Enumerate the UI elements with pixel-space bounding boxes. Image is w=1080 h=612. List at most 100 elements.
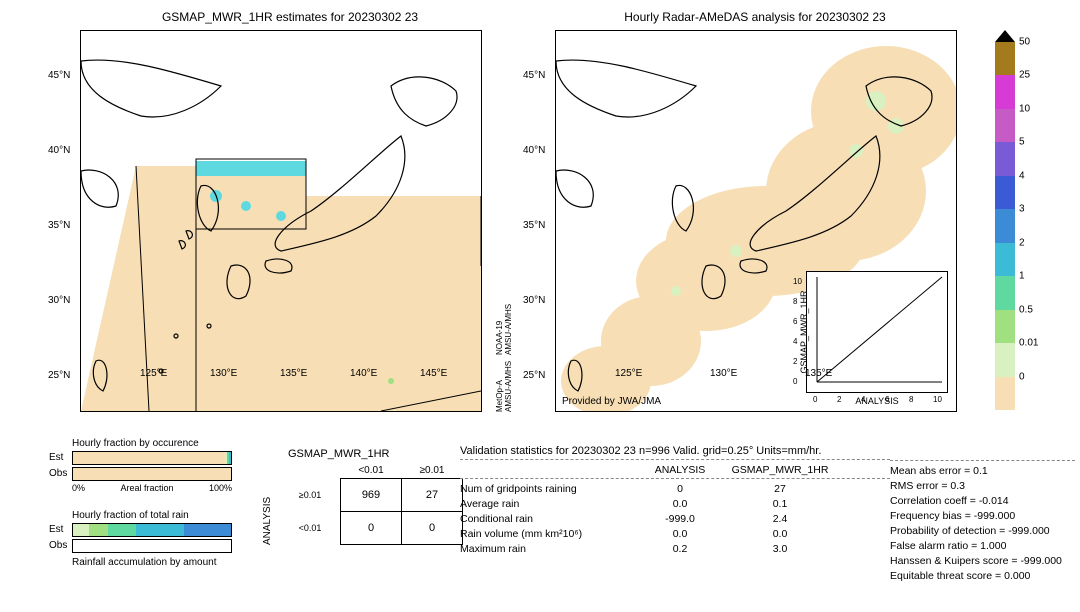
total-rain-title: Hourly fraction of total rain	[72, 510, 232, 521]
right-ytick: 45°N	[523, 70, 545, 81]
left-ytick: 45°N	[48, 70, 70, 81]
left-ytick: 35°N	[48, 220, 70, 231]
colorbar-seg	[995, 243, 1015, 276]
sat-label-metop-sensor: AMSU-A/MHS	[504, 361, 513, 412]
colorbar-tick: 0.5	[1019, 304, 1033, 315]
left-ytick: 25°N	[48, 370, 70, 381]
right-map: Provided by JWA/JMA ANALYSIS GSMAP_MWR_1…	[555, 30, 957, 412]
left-xtick: 125°E	[140, 368, 167, 379]
right-xtick: 125°E	[615, 368, 642, 379]
validation-right: Mean abs error = 0.1 RMS error = 0.3 Corre…	[890, 458, 1075, 585]
colorbar-tick: 4	[1019, 170, 1025, 181]
colorbar-tick: 0	[1019, 371, 1025, 382]
inset-ytick: 4	[793, 337, 797, 346]
right-ytick: 30°N	[523, 295, 545, 306]
hbar-seg	[136, 524, 183, 536]
vs-row: Conditional rain-999.02.4	[460, 513, 890, 525]
inset-xtick: 4	[861, 395, 865, 404]
colorbar-tick: 3	[1019, 204, 1025, 215]
conf-axis-label: ANALYSIS	[262, 497, 273, 545]
colorbar-seg	[995, 377, 1015, 410]
vs-row: Rain volume (mm km²10⁶)0.00.0	[460, 528, 890, 540]
left-map	[80, 30, 482, 412]
vs-metric: Mean abs error = 0.1	[890, 465, 1075, 477]
left-map-title: GSMAP_MWR_1HR estimates for 20230302 23	[80, 10, 500, 24]
occ-xcenter: Areal fraction	[120, 483, 173, 493]
colorbar-tick: 0.01	[1019, 338, 1038, 349]
colorbar: 502510543210.50.010	[995, 42, 1015, 410]
hbar-seg	[229, 452, 231, 464]
colorbar-tick: 1	[1019, 271, 1025, 282]
right-map-provider: Provided by JWA/JMA	[562, 396, 661, 407]
vs-metric: Probability of detection = -999.000	[890, 525, 1075, 537]
vs-metric: Hanssen & Kuipers score = -999.000	[890, 555, 1075, 567]
colorbar-tick: 25	[1019, 70, 1030, 81]
tot-obs-label: Obs	[49, 540, 67, 551]
validation-title: Validation statistics for 20230302 23 n=…	[460, 445, 890, 457]
conf-matrix-title: GSMAP_MWR_1HR	[288, 448, 389, 460]
inset-xtick: 6	[885, 395, 889, 404]
left-xtick: 135°E	[280, 368, 307, 379]
colorbar-arrow	[995, 30, 1015, 42]
vs-row: Num of gridpoints raining027	[460, 483, 890, 495]
colorbar-seg	[995, 142, 1015, 175]
colorbar-seg	[995, 276, 1015, 309]
hbar-seg	[73, 468, 231, 480]
hbar-seg	[108, 524, 136, 536]
rainfall-footer: Rainfall accumulation by amount	[72, 557, 232, 568]
colorbar-seg	[995, 42, 1015, 75]
colorbar-tick: 10	[1019, 103, 1030, 114]
colorbar-seg	[995, 209, 1015, 242]
inset-ytick: 0	[793, 377, 797, 386]
colorbar-seg	[995, 109, 1015, 142]
left-xtick: 140°E	[350, 368, 377, 379]
inset-ytick: 10	[793, 277, 802, 286]
conf-c11: 0	[402, 512, 463, 545]
colorbar-tick: 5	[1019, 137, 1025, 148]
colorbar-seg	[995, 310, 1015, 343]
occurrence-title: Hourly fraction by occurence	[72, 438, 232, 449]
left-ytick: 30°N	[48, 295, 70, 306]
inset-ytick: 8	[793, 297, 797, 306]
colorbar-tick: 2	[1019, 237, 1025, 248]
conf-row0: ≥0.01	[280, 479, 341, 512]
tot-est-label: Est	[49, 524, 63, 535]
vs-hdr-analysis: ANALYSIS	[640, 464, 720, 476]
left-xtick: 145°E	[420, 368, 447, 379]
vs-metric: Correlation coeff = -0.014	[890, 495, 1075, 507]
colorbar-seg	[995, 75, 1015, 108]
right-xtick: 130°E	[710, 368, 737, 379]
conf-col1: ≥0.01	[402, 462, 463, 479]
right-ytick: 40°N	[523, 145, 545, 156]
hbar-seg	[73, 524, 89, 536]
inset-xtick: 2	[837, 395, 841, 404]
total-rain-chart: Hourly fraction of total rain Est Obs Ra…	[72, 510, 232, 568]
right-xtick: 135°E	[805, 368, 832, 379]
occ-xleft: 0%	[72, 483, 85, 493]
hbar-seg	[184, 524, 231, 536]
conf-col0: <0.01	[341, 462, 402, 479]
vs-metric: RMS error = 0.3	[890, 480, 1075, 492]
conf-c01: 27	[402, 479, 463, 512]
occurrence-chart: Hourly fraction by occurence Est Obs 0% …	[72, 438, 232, 493]
validation-left: Validation statistics for 20230302 23 n=…	[460, 445, 890, 558]
vs-metric: Frequency bias = -999.000	[890, 510, 1075, 522]
inset-xtick: 8	[909, 395, 913, 404]
inset-xtick: 10	[933, 395, 942, 404]
right-map-title: Hourly Radar-AMeDAS analysis for 2023030…	[555, 10, 955, 24]
conf-matrix: <0.01 ≥0.01 ≥0.01 969 27 <0.01 0 0	[280, 462, 463, 545]
colorbar-seg	[995, 176, 1015, 209]
sat-label-noaa: NOAA-19	[495, 321, 504, 355]
occ-obs-label: Obs	[49, 468, 67, 479]
vs-hdr-est: GSMAP_MWR_1HR	[720, 464, 840, 476]
right-ytick: 35°N	[523, 220, 545, 231]
inset-xlabel: ANALYSIS	[807, 396, 947, 406]
conf-c10: 0	[341, 512, 402, 545]
inset-ytick: 2	[793, 357, 797, 366]
vs-row: Maximum rain0.23.0	[460, 543, 890, 555]
sat-label-metop: MetOp-A	[495, 380, 504, 412]
right-ytick: 25°N	[523, 370, 545, 381]
vs-metric: False alarm ratio = 1.000	[890, 540, 1075, 552]
sat-label-noaa-sensor: AMSU-A/MHS	[504, 304, 513, 355]
vs-row: Average rain0.00.1	[460, 498, 890, 510]
